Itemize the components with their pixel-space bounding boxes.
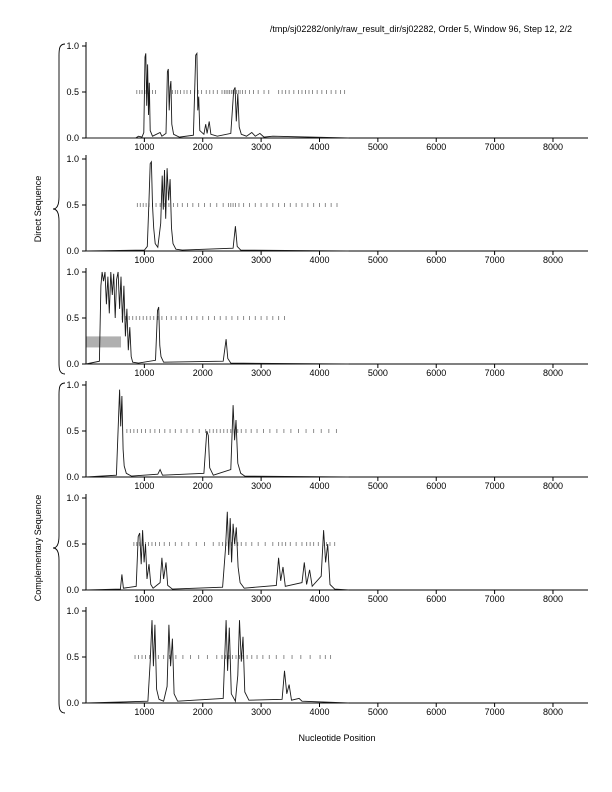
x-tick-label: 1000 — [134, 255, 154, 265]
highlight-box — [86, 336, 122, 348]
y-tick-label: 1.0 — [66, 267, 79, 277]
panel-complementary-1-plot: 1.0 0.5 0.0 1000 2000 3000 4000 5000 6000 7000 800… — [66, 380, 588, 491]
x-tick-label: 4000 — [309, 368, 329, 378]
x-tick-label: 8000 — [543, 368, 563, 378]
x-tick-label: 4000 — [309, 255, 329, 265]
y-tick-label: 1.0 — [66, 606, 79, 616]
panel-complementary-3-plot: 1.0 0.5 0.0 1000 2000 3000 4000 5000 6000 7000 800… — [66, 606, 588, 717]
y-tick-label: 0.5 — [66, 87, 79, 97]
x-tick-label: 5000 — [368, 142, 388, 152]
x-tick-label: 3000 — [251, 368, 271, 378]
x-tick-label: 6000 — [426, 481, 446, 491]
panel-direct-1: 1.0 0.5 0.0 1000 2000 3000 4000 5000 6000 7000 800… — [0, 40, 612, 153]
x-tick-label: 2000 — [193, 481, 213, 491]
x-tick-label: 3000 — [251, 481, 271, 491]
probability-trace — [85, 271, 349, 365]
x-tick-label: 1000 — [134, 594, 154, 604]
y-tick-label: 0.5 — [66, 652, 79, 662]
probability-trace — [86, 51, 349, 139]
panel-direct-3: 1.0 0.5 0.0 1000 2000 3000 4000 5000 6000 7000 800… — [0, 266, 612, 379]
x-tick-label: 2000 — [193, 707, 213, 717]
x-tick-label: 6000 — [426, 255, 446, 265]
y-tick-label: 1.0 — [66, 41, 79, 51]
y-tick-label: 0.0 — [66, 698, 79, 708]
x-tick-label: 3000 — [251, 142, 271, 152]
y-tick-label: 0.0 — [66, 585, 79, 595]
panel-complementary-2: 1.0 0.5 0.0 1000 2000 3000 4000 5000 6000 7000 800… — [0, 492, 612, 605]
y-tick-label: 0.5 — [66, 200, 79, 210]
y-tick-label: 0.5 — [66, 313, 79, 323]
x-tick-label: 8000 — [543, 142, 563, 152]
x-tick-label: 7000 — [485, 142, 505, 152]
panel-complementary-3: 1.0 0.5 0.0 1000 2000 3000 4000 5000 6000 7000 800… — [0, 605, 612, 718]
panel-direct-2-plot: 1.0 0.5 0.0 1000 2000 3000 4000 5000 6000 7000 800… — [66, 154, 588, 265]
x-tick-label: 8000 — [543, 255, 563, 265]
x-tick-label: 8000 — [543, 707, 563, 717]
x-axis-label: Nucleotide Position — [298, 733, 376, 743]
complementary-sequence-brace-icon — [52, 382, 66, 714]
x-tick-label: 7000 — [485, 707, 505, 717]
plot-title: /tmp/sj02282/only/raw_result_dir/sj02282… — [269, 24, 572, 34]
direct-sequence-brace-icon — [52, 43, 66, 375]
probability-trace — [85, 511, 349, 591]
x-tick-label: 5000 — [368, 594, 388, 604]
x-tick-label: 4000 — [309, 594, 329, 604]
x-tick-label: 5000 — [368, 255, 388, 265]
x-tick-label: 1000 — [134, 368, 154, 378]
y-tick-label: 1.0 — [66, 380, 79, 390]
y-tick-label: 0.0 — [66, 359, 79, 369]
y-tick-label: 1.0 — [66, 493, 79, 503]
x-tick-label: 5000 — [368, 368, 388, 378]
x-tick-label: 4000 — [309, 707, 329, 717]
probability-trace — [85, 620, 349, 704]
x-tick-label: 6000 — [426, 594, 446, 604]
x-tick-label: 8000 — [543, 481, 563, 491]
y-tick-label: 0.0 — [66, 246, 79, 256]
x-tick-label: 3000 — [251, 707, 271, 717]
panel-direct-3-plot: 1.0 0.5 0.0 1000 2000 3000 4000 5000 6000 7000 800… — [66, 267, 588, 378]
panel-stack: 1.0 0.5 0.0 1000 2000 3000 4000 5000 6000 7000 800… — [0, 40, 612, 718]
x-tick-label: 1000 — [134, 707, 154, 717]
x-tick-label: 2000 — [193, 594, 213, 604]
y-tick-label: 0.5 — [66, 426, 79, 436]
panel-direct-2: 1.0 0.5 0.0 1000 2000 3000 4000 5000 6000 7000 800… — [0, 153, 612, 266]
x-tick-label: 5000 — [368, 707, 388, 717]
y-tick-label: 1.0 — [66, 154, 79, 164]
x-tick-label: 7000 — [485, 255, 505, 265]
x-tick-label: 5000 — [368, 481, 388, 491]
x-tick-label: 1000 — [134, 142, 154, 152]
y-tick-label: 0.0 — [66, 133, 79, 143]
panel-complementary-1: 1.0 0.5 0.0 1000 2000 3000 4000 5000 6000 7000 800… — [0, 379, 612, 492]
x-tick-label: 4000 — [309, 481, 329, 491]
x-tick-label: 2000 — [193, 255, 213, 265]
x-tick-label: 4000 — [309, 142, 329, 152]
x-tick-label: 6000 — [426, 707, 446, 717]
x-tick-label: 8000 — [543, 594, 563, 604]
x-tick-label: 7000 — [485, 481, 505, 491]
x-tick-label: 2000 — [193, 142, 213, 152]
x-tick-label: 7000 — [485, 594, 505, 604]
x-tick-label: 3000 — [251, 255, 271, 265]
y-tick-label: 0.5 — [66, 539, 79, 549]
x-tick-label: 7000 — [485, 368, 505, 378]
x-tick-label: 6000 — [426, 368, 446, 378]
x-tick-label: 3000 — [251, 594, 271, 604]
x-tick-label: 6000 — [426, 142, 446, 152]
x-tick-label: 2000 — [193, 368, 213, 378]
y-tick-label: 0.0 — [66, 472, 79, 482]
panel-complementary-2-plot: 1.0 0.5 0.0 1000 2000 3000 4000 5000 6000 7000 800… — [66, 493, 588, 604]
panel-direct-1-plot: 1.0 0.5 0.0 1000 2000 3000 4000 5000 6000 7000 800… — [66, 41, 588, 152]
probability-trace — [85, 389, 349, 478]
x-tick-label: 1000 — [134, 481, 154, 491]
probability-trace — [85, 160, 349, 252]
